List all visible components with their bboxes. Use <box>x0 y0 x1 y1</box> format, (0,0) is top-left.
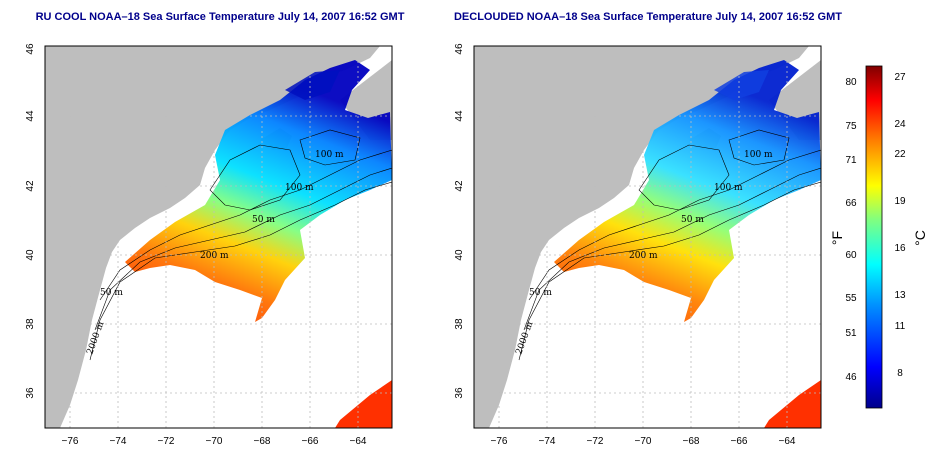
isobath-label: 100 m <box>744 150 773 160</box>
celsius-ticks: 27 24 22 19 16 13 11 8 <box>894 72 906 379</box>
land-mass <box>474 46 809 428</box>
celsius-tick-label: 19 <box>894 196 906 207</box>
graticule <box>474 46 821 428</box>
x-tick-label: −68 <box>254 436 271 447</box>
colorbar: 80 75 71 66 60 55 51 46 27 24 22 19 16 1… <box>829 65 928 409</box>
sst-warm-patch <box>764 380 821 428</box>
land-mass <box>45 46 380 428</box>
sst-field <box>554 60 821 322</box>
x-tick-label: −72 <box>158 436 175 447</box>
y-tick-label: 36 <box>25 387 36 399</box>
x-tick-label: −66 <box>731 436 748 447</box>
fahrenheit-tick-label: 55 <box>845 293 857 304</box>
isobath-lines <box>89 129 392 361</box>
celsius-tick-label: 11 <box>895 321 906 332</box>
x-tick-label: −64 <box>779 436 796 447</box>
isobath-label: 50 m <box>681 215 704 225</box>
fahrenheit-ticks: 80 75 71 66 60 55 51 46 <box>845 77 857 383</box>
x-tick-label: −76 <box>491 436 508 447</box>
y-tick-label: 36 <box>454 387 465 399</box>
fahrenheit-tick-label: 46 <box>845 372 857 383</box>
fahrenheit-tick-label: 66 <box>845 198 857 209</box>
right-y-axis: 36 38 40 42 44 46 <box>454 43 465 399</box>
isobath-lines <box>518 129 821 361</box>
left-map-frame <box>44 45 393 429</box>
celsius-tick-label: 22 <box>894 149 906 160</box>
right-map-panel: DECLOUDED NOAA–18 Sea Surface Temperatur… <box>454 11 842 447</box>
right-x-axis: −76 −74 −72 −70 −68 −66 −64 <box>491 436 796 447</box>
fahrenheit-tick-label: 51 <box>845 328 857 339</box>
isobath-label: 50 m <box>252 215 275 225</box>
left-panel-title: RU COOL NOAA–18 Sea Surface Temperature … <box>36 11 405 23</box>
sst-warm-patch <box>335 380 392 428</box>
fahrenheit-tick-label: 80 <box>845 77 857 88</box>
x-tick-label: −70 <box>206 436 223 447</box>
isobath-label: 100 m <box>285 183 314 193</box>
celsius-unit-label: °C <box>912 230 928 246</box>
colorbar-scale <box>865 65 883 409</box>
celsius-tick-label: 13 <box>894 290 906 301</box>
y-tick-label: 40 <box>25 249 36 261</box>
isobath-label: 200 m <box>629 251 658 261</box>
isobath-label: 100 m <box>714 183 743 193</box>
sst-cold-patch <box>285 70 340 100</box>
left-y-axis: 36 38 40 42 44 46 <box>25 43 36 399</box>
celsius-tick-label: 24 <box>894 119 906 130</box>
graticule <box>45 46 392 428</box>
y-tick-label: 44 <box>454 110 465 122</box>
fahrenheit-tick-label: 71 <box>845 155 857 166</box>
left-x-axis: −76 −74 −72 −70 −68 −66 −64 <box>62 436 367 447</box>
y-tick-label: 42 <box>25 180 36 192</box>
x-tick-label: −70 <box>635 436 652 447</box>
y-tick-label: 38 <box>25 318 36 330</box>
left-map-panel: RU COOL NOAA–18 Sea Surface Temperature … <box>25 11 405 447</box>
celsius-tick-label: 8 <box>897 368 903 379</box>
x-tick-label: −76 <box>62 436 79 447</box>
right-map-frame <box>473 45 822 429</box>
right-panel-title: DECLOUDED NOAA–18 Sea Surface Temperatur… <box>454 11 842 23</box>
x-tick-label: −74 <box>110 436 127 447</box>
y-tick-label: 46 <box>454 43 465 55</box>
x-tick-label: −72 <box>587 436 604 447</box>
fahrenheit-tick-label: 75 <box>845 121 857 132</box>
x-tick-label: −68 <box>683 436 700 447</box>
isobath-label: 50 m <box>529 288 552 298</box>
y-tick-label: 46 <box>25 43 36 55</box>
isobath-label: 50 m <box>100 288 123 298</box>
isobath-label: 200 m <box>200 251 229 261</box>
fahrenheit-tick-label: 60 <box>845 250 857 261</box>
sst-cold-patch <box>714 70 769 100</box>
celsius-tick-label: 16 <box>894 243 906 254</box>
y-tick-label: 44 <box>25 110 36 122</box>
celsius-tick-label: 27 <box>894 72 906 83</box>
sst-field <box>125 60 392 322</box>
x-tick-label: −74 <box>539 436 556 447</box>
x-tick-label: −64 <box>350 436 367 447</box>
fahrenheit-unit-label: °F <box>829 231 845 245</box>
isobath-label: 100 m <box>315 150 344 160</box>
x-tick-label: −66 <box>302 436 319 447</box>
y-tick-label: 38 <box>454 318 465 330</box>
y-tick-label: 40 <box>454 249 465 261</box>
y-tick-label: 42 <box>454 180 465 192</box>
